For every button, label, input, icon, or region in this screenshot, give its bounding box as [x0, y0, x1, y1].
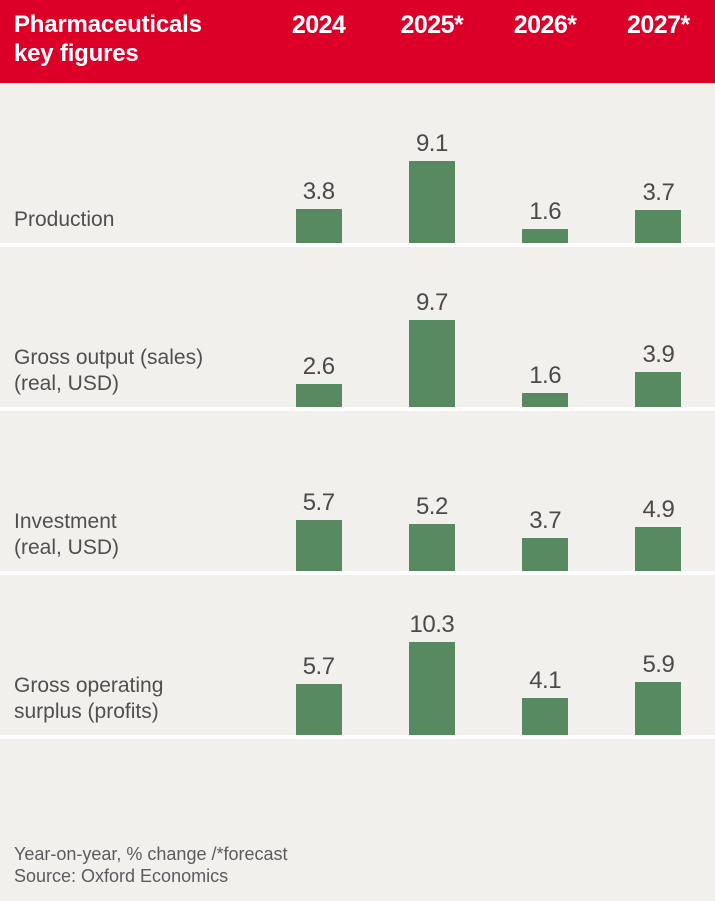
- bar: [408, 642, 455, 735]
- row-label-line: Gross operating: [14, 674, 164, 697]
- bar-cell-2025: 9.1: [375, 83, 488, 243]
- bar-cell-2027: 5.9: [602, 575, 715, 735]
- column-header-2026: 2026*: [513, 11, 577, 39]
- bar: [295, 519, 342, 571]
- bar: [635, 526, 682, 571]
- bar-value-label: 3.9: [642, 340, 675, 368]
- bar-value-label: 4.9: [642, 495, 675, 523]
- chart-header: Pharmaceuticals key figures 2024 2025* 202…: [0, 0, 715, 83]
- chart-row-4: Gross operating surplus (profits) 5.7 10.3 4…: [0, 575, 715, 739]
- chart-title: Pharmaceuticals key figures: [0, 0, 262, 83]
- column-header-2024: 2024: [291, 11, 346, 39]
- bar-value-label: 2.6: [302, 352, 335, 380]
- bar-value-label: 10.3: [409, 611, 455, 639]
- chart-row-3: Investment (real, USD) 5.7 5.2 3.7 4.9: [0, 411, 715, 575]
- row-label: Gross operating surplus (profits): [0, 673, 262, 735]
- chart-title-line-2: key figures: [14, 40, 139, 67]
- bar-cell-2024: 2.6: [262, 247, 375, 407]
- chart-title-line-1: Pharmaceuticals: [14, 11, 202, 38]
- chart-rows: Production 3.8 9.1 1.6 3.7 Gross output (sale…: [0, 83, 715, 739]
- bar-value-label: 4.1: [529, 667, 562, 695]
- bar-cell-2025: 9.7: [375, 247, 488, 407]
- bar-cell-2027: 3.9: [602, 247, 715, 407]
- bar-value-label: 3.7: [529, 506, 562, 534]
- chart-footer: Year-on-year, % change /*forecast Source…: [0, 739, 715, 901]
- bar: [408, 319, 455, 407]
- row-label: Production: [0, 207, 262, 243]
- bar: [295, 208, 342, 243]
- bar: [295, 683, 342, 735]
- bar-cell-2027: 4.9: [602, 411, 715, 571]
- bar: [635, 371, 682, 407]
- bar: [408, 161, 455, 243]
- bar-cell-2024: 5.7: [262, 575, 375, 735]
- bar: [635, 681, 682, 735]
- column-header-2025: 2025*: [400, 11, 464, 39]
- bar: [408, 524, 455, 571]
- bar-cell-2024: 3.8: [262, 83, 375, 243]
- bar: [522, 537, 569, 571]
- chart-row-2: Gross output (sales) (real, USD) 2.6 9.7 1.6…: [0, 247, 715, 411]
- bar-value-label: 3.8: [302, 177, 335, 205]
- chart-row-1: Production 3.8 9.1 1.6 3.7: [0, 83, 715, 247]
- bar-value-label: 5.7: [302, 488, 335, 516]
- column-header-2027: 2027*: [626, 11, 690, 39]
- bar-cell-2027: 3.7: [602, 83, 715, 243]
- bar-cell-2026: 4.1: [489, 575, 602, 735]
- row-label: Gross output (sales) (real, USD): [0, 345, 262, 407]
- bar: [522, 392, 569, 407]
- bar-value-label: 5.9: [642, 650, 675, 678]
- bar-value-label: 9.7: [415, 288, 448, 316]
- bar: [635, 209, 682, 243]
- row-label-line: surplus (profits): [14, 700, 159, 723]
- row-label-line: (real, USD): [14, 536, 120, 559]
- row-label-line: Production: [14, 208, 115, 231]
- bar-cell-2026: 3.7: [489, 411, 602, 571]
- bar-value-label: 1.6: [529, 361, 562, 389]
- row-label-line: Gross output (sales): [14, 346, 204, 369]
- bar: [522, 698, 569, 735]
- bar-value-label: 3.7: [642, 178, 675, 206]
- bar-value-label: 9.1: [415, 130, 448, 158]
- bar-cell-2025: 10.3: [375, 575, 488, 735]
- bar: [295, 383, 342, 407]
- bar-value-label: 5.7: [302, 652, 335, 680]
- row-label-line: (real, USD): [14, 372, 120, 395]
- bar-cell-2026: 1.6: [489, 247, 602, 407]
- bar: [522, 228, 569, 243]
- bar-value-label: 5.2: [415, 493, 448, 521]
- chart-note: Year-on-year, % change /*forecast: [14, 844, 288, 864]
- bar-value-label: 1.6: [529, 197, 562, 225]
- row-label: Investment (real, USD): [0, 509, 262, 571]
- bar-cell-2024: 5.7: [262, 411, 375, 571]
- bar-cell-2026: 1.6: [489, 83, 602, 243]
- chart-source: Source: Oxford Economics: [14, 866, 229, 886]
- row-label-line: Investment: [14, 510, 117, 533]
- bar-cell-2025: 5.2: [375, 411, 488, 571]
